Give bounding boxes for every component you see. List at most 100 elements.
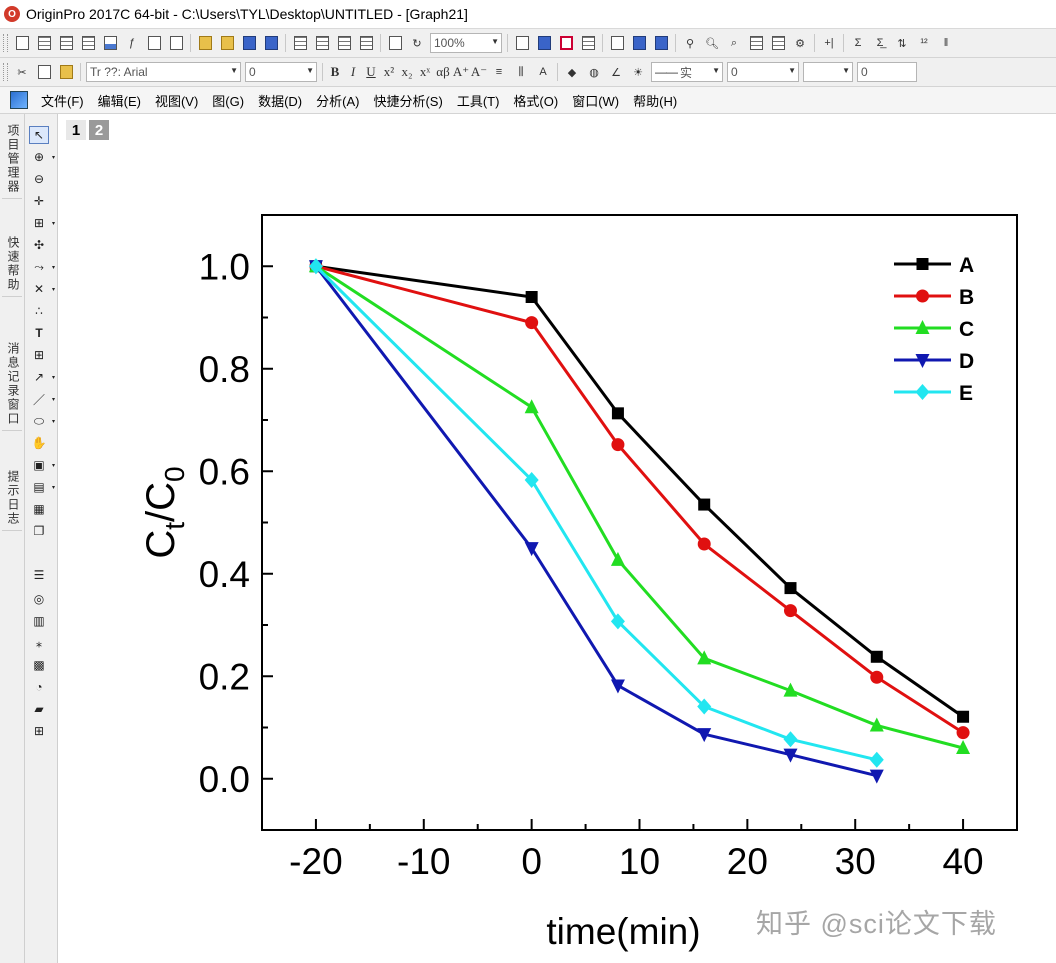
new-legend-icon[interactable]: ⁎ xyxy=(36,636,42,650)
timer-icon[interactable]: ◔ xyxy=(35,680,43,694)
tree-icon[interactable]: ⚲ xyxy=(685,37,695,50)
toolbar-grip[interactable] xyxy=(3,63,8,81)
import-wizard-icon[interactable] xyxy=(356,33,376,53)
subscript-icon[interactable]: x₂ xyxy=(401,64,413,79)
layer-tab-1[interactable]: 1 xyxy=(66,120,86,140)
color-scale-icon[interactable]: ⊞ xyxy=(33,348,45,362)
command-window-icon[interactable] xyxy=(578,33,598,53)
column-stats-icon[interactable]: ‖ xyxy=(943,37,949,49)
layer-list-icon[interactable]: ☰ xyxy=(33,568,45,582)
layer-menu-icon[interactable] xyxy=(651,33,671,53)
layer-tab-2[interactable]: 2 xyxy=(89,120,109,140)
new-project-icon[interactable] xyxy=(12,33,32,53)
supersub-icon[interactable]: xˣ xyxy=(419,64,431,79)
sort-icon[interactable]: ⇅ xyxy=(897,37,907,50)
open-icon[interactable] xyxy=(195,33,215,53)
project-explorer-icon[interactable] xyxy=(607,33,627,53)
object-icon[interactable]: ❐ xyxy=(33,524,45,538)
find-icon[interactable]: 🔍︎ xyxy=(705,37,719,50)
underline-icon[interactable]: U xyxy=(366,64,376,79)
menu-window[interactable]: 窗口(W) xyxy=(572,93,620,109)
new-function-icon[interactable]: ƒ xyxy=(128,37,136,49)
graph-chart[interactable]: -20 -10 0 10 20 30 400.00.20.40.60.81.0time(mi… xyxy=(58,114,1056,963)
new-notes-icon[interactable] xyxy=(166,33,186,53)
color-swatch-combo[interactable]: ▼ xyxy=(803,62,853,82)
worksheet-query-icon[interactable] xyxy=(746,33,766,53)
tab-message-log[interactable]: 消息记录窗口 xyxy=(2,338,22,431)
zoom-in-icon[interactable]: ⊕ ▾ xyxy=(33,150,55,164)
new-workbook-icon[interactable] xyxy=(34,33,54,53)
menu-view[interactable]: 视图(V) xyxy=(154,93,199,109)
align-icon[interactable]: ≡ xyxy=(495,66,503,78)
region-mask-icon[interactable]: ✕ ▾ xyxy=(33,282,55,296)
folder-tool-icon[interactable]: ▰ xyxy=(34,702,44,716)
sum-icon[interactable]: Σ xyxy=(854,37,862,49)
code-builder-icon[interactable] xyxy=(534,33,554,53)
cut-icon[interactable]: ✂ xyxy=(17,66,27,79)
calendar-icon[interactable] xyxy=(768,33,788,53)
line-width-combo[interactable]: 0 ▼ xyxy=(727,62,799,82)
object-manager-icon[interactable] xyxy=(629,33,649,53)
save-template-icon[interactable] xyxy=(261,33,281,53)
open-template-icon[interactable] xyxy=(217,33,237,53)
menu-graph[interactable]: 图(G) xyxy=(212,93,245,109)
bold-icon[interactable]: B xyxy=(330,64,340,79)
recalculate-icon[interactable]: ↻ xyxy=(412,37,422,50)
menu-file[interactable]: 文件(F) xyxy=(41,93,84,109)
tab-project-explorer[interactable]: 项目管理器 xyxy=(2,120,22,199)
zoom-out-icon[interactable]: ⊖ xyxy=(33,172,45,186)
line-tool-icon[interactable]: ／ ▾ xyxy=(32,392,55,407)
line-color-icon[interactable]: ∠ xyxy=(611,66,621,79)
pointer-icon[interactable]: ↖ xyxy=(29,126,49,144)
menu-help[interactable]: 帮助(H) xyxy=(633,93,678,109)
font-color-icon[interactable]: A xyxy=(539,66,547,78)
font-size-combo[interactable]: 0 ▼ xyxy=(245,62,317,82)
tab-hint-log[interactable]: 提示日志 xyxy=(2,466,22,531)
menu-tools[interactable]: 工具(T) xyxy=(456,93,500,109)
layer-table-icon[interactable]: ▥ xyxy=(33,614,45,628)
zoom-combo[interactable]: 100% ▼ xyxy=(430,33,502,53)
arrow-tool-icon[interactable]: ↗ ▾ xyxy=(33,370,55,384)
grid-table-icon[interactable]: ⊞ xyxy=(33,724,45,738)
pattern-fill-icon[interactable]: ◍ xyxy=(589,66,599,79)
menu-format[interactable]: 格式(O) xyxy=(513,93,559,109)
print-icon[interactable] xyxy=(512,33,532,53)
zoom-search-icon[interactable]: ⌕ xyxy=(730,36,738,49)
duplicate-icon[interactable] xyxy=(385,33,405,53)
date-time-icon[interactable]: ▩ xyxy=(33,658,45,672)
graph-window-icon[interactable] xyxy=(10,91,28,109)
draw-data-icon[interactable]: ∴ xyxy=(35,304,43,318)
add-column-icon[interactable]: +| xyxy=(824,37,834,49)
decrease-font-icon[interactable]: A⁻ xyxy=(470,64,488,79)
increase-font-icon[interactable]: A⁺ xyxy=(452,64,470,79)
ellipse-tool-icon[interactable]: ⬭ ▾ xyxy=(33,413,55,428)
screen-reader-icon[interactable]: ⊞ ▾ xyxy=(33,216,55,230)
import-multiple-icon[interactable] xyxy=(334,33,354,53)
font-name-combo[interactable]: Tr ??: Arial ▼ xyxy=(86,62,241,82)
paste-icon[interactable] xyxy=(56,62,76,82)
fill-color-icon[interactable]: ◆ xyxy=(567,66,577,79)
hand-tool-icon[interactable]: ✋ xyxy=(31,436,47,450)
set-values-icon[interactable]: ¹² xyxy=(920,37,928,49)
data-selector-icon[interactable]: ⤳ ▾ xyxy=(34,259,55,274)
save-icon[interactable] xyxy=(239,33,259,53)
insert-layer-icon[interactable]: ▦ xyxy=(33,502,45,516)
new-layout-icon[interactable] xyxy=(144,33,164,53)
menu-gadgets[interactable]: 快捷分析(S) xyxy=(373,93,443,109)
insert-chart-icon[interactable]: ▤ ▾ xyxy=(33,480,55,494)
statistics-icon[interactable]: Σ̲ xyxy=(876,37,884,49)
new-excel-icon[interactable] xyxy=(56,33,76,53)
results-log-icon[interactable] xyxy=(556,33,576,53)
greek-icon[interactable]: αβ xyxy=(436,64,450,79)
import-ascii-icon[interactable] xyxy=(312,33,332,53)
circle-tool-icon[interactable]: ◎ xyxy=(33,592,45,606)
menu-edit[interactable]: 编辑(E) xyxy=(97,93,141,109)
scale-icon[interactable]: ✛ xyxy=(33,194,45,208)
insert-graph-icon[interactable]: ▣ ▾ xyxy=(33,458,55,472)
menu-analysis[interactable]: 分析(A) xyxy=(316,93,360,109)
origin-app-icon[interactable]: O xyxy=(4,6,20,22)
brightness-icon[interactable]: ☀ xyxy=(633,66,643,79)
copy-icon[interactable] xyxy=(34,62,54,82)
data-reader-icon[interactable]: ✣ xyxy=(33,238,45,252)
menu-data[interactable]: 数据(D) xyxy=(258,93,303,109)
